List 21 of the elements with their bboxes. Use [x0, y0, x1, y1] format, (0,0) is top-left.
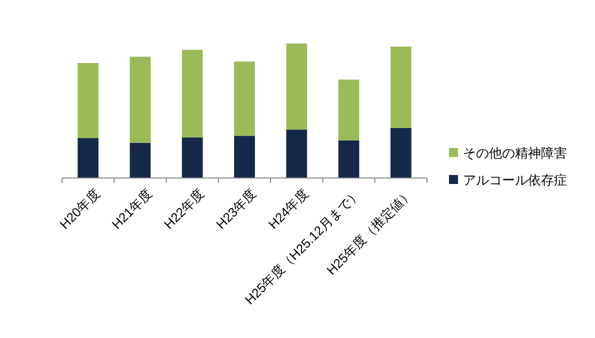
x-tick-label: H23年度 [213, 186, 260, 232]
bar [130, 142, 151, 178]
bar [390, 128, 412, 178]
bar [286, 130, 308, 178]
bar [286, 44, 308, 130]
bar [234, 62, 255, 136]
bar [338, 80, 360, 140]
x-tick-label: H20年度 [56, 186, 103, 232]
x-tick-label: H21年度 [108, 186, 155, 232]
bar [338, 140, 360, 178]
bar [182, 137, 203, 178]
bar [390, 46, 412, 128]
bar [130, 56, 151, 143]
bar [78, 138, 98, 178]
legend-label: その他の精神障害 [463, 146, 567, 161]
x-tick-label: H24年度 [265, 186, 312, 232]
x-tick-label: H22年度 [161, 186, 207, 232]
legend-label: アルコール依存症 [463, 172, 567, 188]
bar [182, 50, 203, 138]
bar [78, 63, 98, 138]
bar [234, 136, 255, 178]
